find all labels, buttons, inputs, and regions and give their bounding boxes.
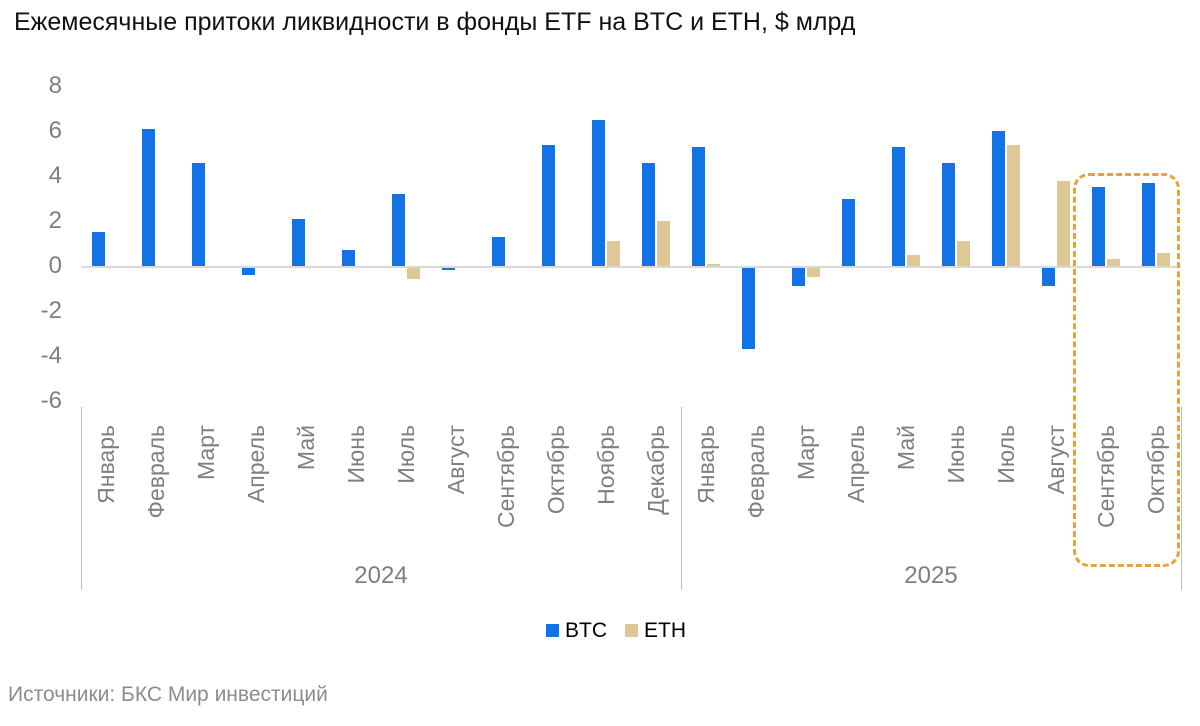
btc-bar [892,146,905,267]
x-axis-month-label: Май [293,425,319,471]
x-axis-month-label: Июнь [343,425,369,484]
btc-bar [642,162,655,266]
x-axis-month-label: Январь [693,425,719,504]
x-axis-month-label: Сентябрь [493,425,519,529]
y-axis-tick-label: -2 [40,297,62,324]
x-axis-month-label: Май [893,425,919,471]
eth-bar [957,241,970,267]
btc-bar [142,128,155,267]
btc-bar [192,162,205,266]
eth-bar [1107,259,1120,267]
btc-bar [92,232,105,267]
btc-bar [842,198,855,266]
eth-bar [407,268,420,280]
x-axis-zero-line [81,266,1181,268]
x-axis-month-label: Август [1043,425,1069,495]
x-axis-month-label: Октябрь [543,425,569,515]
x-axis-month-label: Январь [93,425,119,504]
x-axis-month-label: Июль [393,425,419,484]
x-axis-month-label: Июль [993,425,1019,484]
btc-bar [292,218,305,267]
legend-label-btc: BTC [565,619,607,642]
y-axis-tick-label: 6 [48,117,62,144]
legend-item-eth: ETH [625,620,686,641]
source-note: Источники: БКС Мир инвестиций [8,683,328,706]
eth-bar [657,221,670,266]
btc-bar [1092,187,1105,267]
year-separator-line [681,407,682,590]
y-axis-tick-label: 4 [48,162,62,189]
legend-swatch-btc [546,624,559,637]
year-label: 2024 [354,562,408,589]
btc-bar [542,144,555,266]
eth-bar [807,268,820,277]
legend-label-eth: ETH [644,619,686,642]
btc-bar [392,194,405,266]
x-axis-month-label: Август [443,425,469,495]
btc-bar [992,131,1005,266]
x-axis-month-label: Февраль [143,425,169,519]
y-axis-tick-label: -6 [40,387,62,414]
eth-bar [1057,180,1070,266]
btc-bar [492,236,505,267]
year-label: 2025 [904,562,958,589]
year-separator-line [1181,407,1182,590]
btc-bar [592,119,605,267]
btc-bar [1042,268,1055,286]
legend-item-btc: BTC [546,620,607,641]
year-separator-line [81,407,82,590]
btc-bar [342,250,355,266]
eth-bar [1157,252,1170,266]
legend-swatch-eth [625,624,638,637]
eth-bar [707,263,720,267]
chart-legend: BTC ETH [546,620,686,641]
highlight-box [1073,173,1180,567]
x-axis-month-label: Март [193,425,219,481]
y-axis-tick-label: 8 [48,72,62,99]
x-axis-month-label: Февраль [743,425,769,519]
btc-bar [1142,182,1155,267]
x-axis-month-label: Апрель [843,425,869,504]
x-axis-month-label: Июнь [943,425,969,484]
x-axis-month-label: Апрель [243,425,269,504]
y-axis-tick-label: 2 [48,207,62,234]
btc-bar [792,268,805,286]
chart-title: Ежемесячные притоки ликвидности в фонды … [14,8,856,36]
x-axis-month-label: Ноябрь [593,425,619,505]
btc-bar [442,268,455,271]
btc-bar [242,268,255,275]
y-axis-tick-label: 0 [48,252,62,279]
eth-bar [607,241,620,267]
eth-bar [1007,144,1020,266]
x-axis-month-label: Декабрь [643,425,669,515]
eth-bar [907,254,920,267]
btc-bar [942,162,955,266]
btc-bar [742,268,755,349]
y-axis-tick-label: -4 [40,342,62,369]
x-axis-month-label: Март [793,425,819,481]
btc-bar [692,146,705,267]
